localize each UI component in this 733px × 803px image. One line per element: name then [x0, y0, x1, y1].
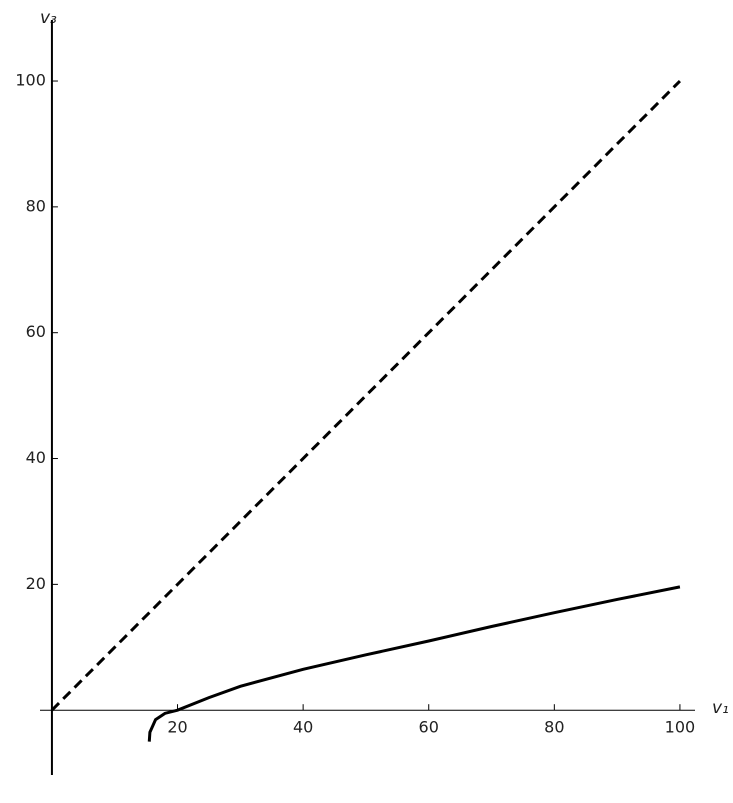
x-tick-label: 40 [293, 718, 313, 737]
x-tick-label: 100 [665, 718, 696, 737]
y-tick-label: 60 [26, 322, 46, 341]
x-tick-label: 60 [419, 718, 439, 737]
y-tick-label: 40 [26, 448, 46, 467]
x-axis-label: v₁ [712, 698, 729, 718]
curve [50, 79, 681, 712]
y-tick-label: 20 [26, 574, 46, 593]
y-tick-label: 80 [26, 196, 46, 215]
x-tick-label: 80 [544, 718, 564, 737]
y-tick-label: 100 [15, 71, 46, 90]
curve [147, 585, 681, 742]
x-tick-label: 20 [167, 718, 187, 737]
y-axis-label: v₃ [40, 8, 57, 28]
